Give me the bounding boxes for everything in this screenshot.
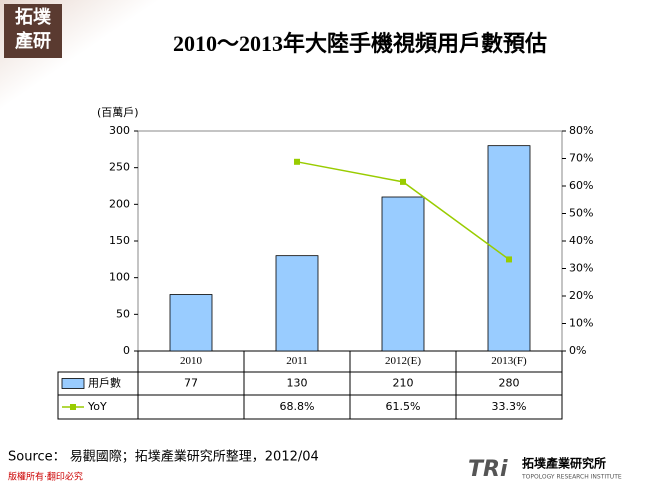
bar <box>381 196 425 352</box>
table-value: 210 <box>393 377 414 390</box>
y-axis-label: (百萬戶) <box>97 106 139 119</box>
legend-key <box>61 378 85 389</box>
brand-name: 拓墣產業研究所 <box>522 456 606 471</box>
marker <box>400 178 406 185</box>
copyright: 版權所有‧翻印必究 <box>8 471 83 483</box>
y-tick-label: 200 <box>109 197 130 210</box>
y2-tick-label: 80% <box>569 124 593 137</box>
y2-tick-label: 30% <box>569 262 593 275</box>
y-tick-label: 50 <box>116 307 130 320</box>
y2-tick-label: 40% <box>569 234 593 247</box>
source: Source： 易觀國際；拓墣產業研究所整理，2012/04 <box>8 449 319 465</box>
logo-box <box>4 4 62 58</box>
bar <box>169 294 213 352</box>
x-tick-label: 2011 <box>286 355 308 367</box>
table-value: 61.5% <box>386 400 421 413</box>
bar <box>275 255 319 352</box>
brand-mark: TRi <box>468 457 508 482</box>
y-tick-label: 150 <box>109 234 130 247</box>
x-tick-label: 2012(E) <box>385 355 421 367</box>
y2-tick-label: 10% <box>569 317 593 330</box>
x-tick-label: 2010 <box>180 355 203 367</box>
table-value: 33.3% <box>492 400 527 413</box>
y2-tick-label: 60% <box>569 179 593 192</box>
logo-bottom: 產研 <box>15 30 51 52</box>
y-tick-label: 300 <box>109 124 130 137</box>
x-tick-label: 2013(F) <box>491 355 527 367</box>
y-tick-label: 100 <box>109 271 130 284</box>
y2-tick-label: 20% <box>569 289 593 302</box>
legend-label: YoY <box>87 400 107 413</box>
table-value: 280 <box>499 377 520 390</box>
legend-key <box>70 404 76 410</box>
table-value: 130 <box>287 377 308 390</box>
table-value: 77 <box>184 377 198 390</box>
legend-label: 用戶數 <box>88 377 121 390</box>
y2-tick-label: 70% <box>569 152 593 165</box>
chart-title: 2010～2013年大陸手機視頻用戶數預估 <box>173 31 547 56</box>
y2-tick-label: 50% <box>569 207 593 220</box>
y-tick-label: 250 <box>109 161 130 174</box>
table-value: 68.8% <box>280 400 315 413</box>
brand-english: TOPOLOGY RESEARCH INSTITUTE <box>521 474 622 481</box>
y-tick-label: 0 <box>123 344 130 357</box>
marker <box>506 256 512 263</box>
logo-top: 拓墣 <box>15 6 51 28</box>
y2-tick-label: 0% <box>569 344 586 357</box>
marker <box>294 158 300 165</box>
